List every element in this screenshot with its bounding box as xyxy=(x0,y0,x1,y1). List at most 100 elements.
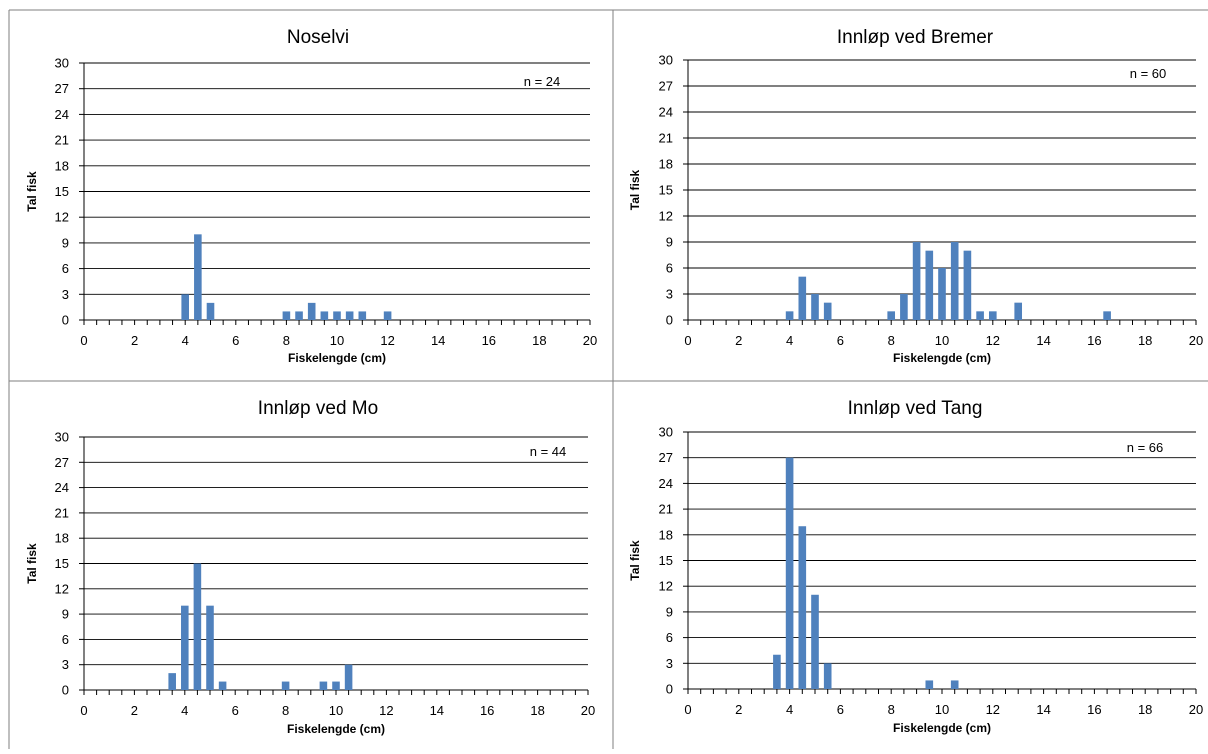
bar xyxy=(206,302,215,320)
y-tick-label: 9 xyxy=(666,604,673,619)
y-tick-label: 24 xyxy=(659,476,673,491)
bar xyxy=(181,605,189,690)
x-tick-label: 0 xyxy=(684,702,691,717)
bar xyxy=(319,681,328,690)
y-tick-label: 24 xyxy=(659,105,673,120)
x-tick-label: 10 xyxy=(935,333,949,348)
x-tick-label: 14 xyxy=(1036,333,1050,348)
bar xyxy=(900,294,908,320)
y-tick-label: 9 xyxy=(62,607,69,622)
x-tick-label: 4 xyxy=(786,333,793,348)
bar xyxy=(912,242,921,320)
bar xyxy=(938,268,946,320)
y-axis-label: Tal fisk xyxy=(628,169,642,210)
x-tick-label: 20 xyxy=(581,703,595,718)
x-tick-label: 12 xyxy=(986,702,1000,717)
x-tick-label: 6 xyxy=(232,333,239,348)
x-tick-label: 6 xyxy=(837,702,844,717)
y-tick-label: 9 xyxy=(666,235,673,250)
y-tick-label: 6 xyxy=(62,632,69,647)
x-tick-label: 4 xyxy=(182,333,189,348)
sample-size-label: n = 44 xyxy=(530,444,567,459)
x-tick-label: 8 xyxy=(282,703,289,718)
y-axis-label: Tal fisk xyxy=(25,543,39,584)
bar xyxy=(811,594,819,689)
y-tick-label: 3 xyxy=(666,656,673,671)
bar xyxy=(950,242,959,320)
x-tick-label: 0 xyxy=(80,333,87,348)
y-tick-label: 18 xyxy=(55,158,69,173)
y-tick-label: 12 xyxy=(55,581,69,596)
bar xyxy=(925,250,934,320)
x-tick-label: 18 xyxy=(1138,333,1152,348)
bar xyxy=(963,250,972,320)
y-tick-label: 30 xyxy=(659,53,673,68)
y-tick-label: 6 xyxy=(62,261,69,276)
bar xyxy=(333,311,341,320)
bar xyxy=(383,311,392,320)
x-tick-label: 4 xyxy=(786,702,793,717)
bar xyxy=(1014,302,1023,320)
y-tick-label: 12 xyxy=(659,209,673,224)
y-tick-label: 18 xyxy=(659,527,673,542)
x-tick-label: 8 xyxy=(888,333,895,348)
bar xyxy=(785,311,794,320)
chart-title: Noselvi xyxy=(287,27,349,48)
x-tick-label: 16 xyxy=(1087,702,1101,717)
bar xyxy=(168,673,176,690)
y-tick-label: 0 xyxy=(62,683,69,698)
y-tick-label: 15 xyxy=(55,184,69,199)
x-tick-label: 8 xyxy=(283,333,290,348)
x-tick-label: 14 xyxy=(431,333,445,348)
bar xyxy=(332,681,340,690)
chart-title: Innløp ved Mo xyxy=(258,398,378,419)
bar xyxy=(344,664,353,690)
bar xyxy=(988,311,997,320)
x-tick-label: 20 xyxy=(583,333,597,348)
bar xyxy=(181,294,189,320)
bar xyxy=(194,234,202,320)
y-tick-label: 3 xyxy=(62,657,69,672)
x-tick-label: 2 xyxy=(735,333,742,348)
y-tick-label: 27 xyxy=(55,81,69,96)
bar xyxy=(282,311,291,320)
y-tick-label: 15 xyxy=(659,553,673,568)
bar xyxy=(823,302,832,320)
x-tick-label: 10 xyxy=(935,702,949,717)
chart-title: Innløp ved Bremer xyxy=(837,27,994,48)
y-tick-label: 3 xyxy=(666,287,673,302)
x-tick-label: 12 xyxy=(379,703,393,718)
y-tick-label: 6 xyxy=(666,630,673,645)
x-tick-label: 6 xyxy=(232,703,239,718)
x-tick-label: 4 xyxy=(181,703,188,718)
x-tick-label: 8 xyxy=(888,702,895,717)
y-tick-label: 6 xyxy=(666,261,673,276)
sample-size-label: n = 66 xyxy=(1127,440,1164,455)
bar xyxy=(295,311,303,320)
sample-size-label: n = 24 xyxy=(524,74,561,89)
y-tick-label: 24 xyxy=(55,107,69,122)
x-tick-label: 2 xyxy=(131,333,138,348)
bar xyxy=(307,302,316,320)
bar xyxy=(811,294,819,320)
y-tick-label: 30 xyxy=(55,56,69,71)
bar xyxy=(785,457,794,689)
sample-size-label: n = 60 xyxy=(1130,66,1167,81)
y-tick-label: 15 xyxy=(55,556,69,571)
bar xyxy=(1103,311,1111,320)
bar xyxy=(320,311,329,320)
y-tick-label: 27 xyxy=(659,450,673,465)
y-tick-label: 3 xyxy=(62,287,69,302)
x-tick-label: 10 xyxy=(329,703,343,718)
y-tick-label: 18 xyxy=(659,157,673,172)
bar xyxy=(798,276,807,320)
y-tick-label: 12 xyxy=(55,210,69,225)
x-axis-label: Fiskelengde (cm) xyxy=(893,721,991,735)
y-tick-label: 21 xyxy=(55,133,69,148)
x-tick-label: 12 xyxy=(380,333,394,348)
